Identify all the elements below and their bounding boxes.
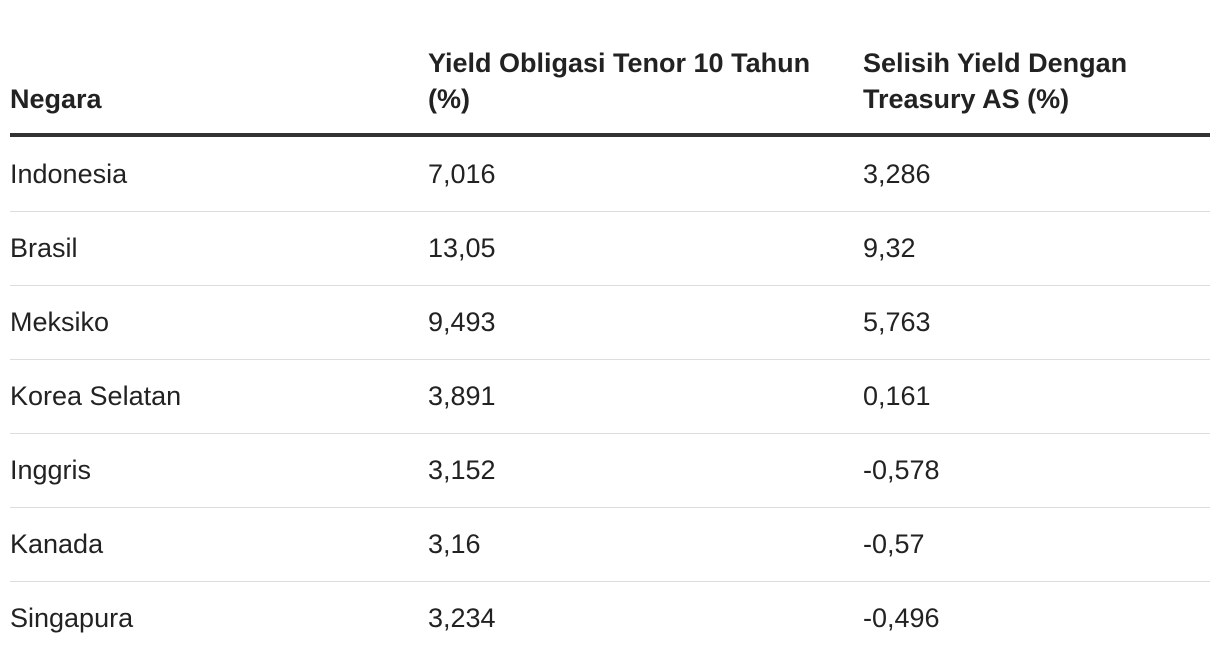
header-cell: Yield Obligasi Tenor 10 Tahun (%) xyxy=(428,48,811,114)
table-cell: Brasil xyxy=(10,233,78,263)
table-cell: -0,578 xyxy=(863,455,940,485)
table-cell: Indonesia xyxy=(10,159,128,189)
table-cell: 13,05 xyxy=(428,233,496,263)
table-cell: 0,161 xyxy=(863,381,931,411)
table-cell: Singapura xyxy=(10,603,134,633)
header-cell: Negara xyxy=(10,84,102,114)
table-cell: 3,891 xyxy=(428,381,496,411)
table-cell: 7,016 xyxy=(428,159,496,189)
table-cell: Korea Selatan xyxy=(10,381,182,411)
table-cell: 3,16 xyxy=(428,529,481,559)
table-cell: 3,286 xyxy=(863,159,931,189)
row-separator xyxy=(10,359,1210,360)
row-separator xyxy=(10,433,1210,434)
table-cell: 5,763 xyxy=(863,307,931,337)
table-cell: Kanada xyxy=(10,529,104,559)
table-cell: 3,234 xyxy=(428,603,496,633)
header-rule xyxy=(10,133,1210,137)
row-separator xyxy=(10,211,1210,212)
header-cell: Selisih Yield Dengan Treasury AS (%) xyxy=(863,48,1128,114)
table-cell: -0,496 xyxy=(863,603,940,633)
table-cell: Inggris xyxy=(10,455,92,485)
table-cell: -0,57 xyxy=(863,529,925,559)
table-cell: 9,493 xyxy=(428,307,496,337)
table-cell: Meksiko xyxy=(10,307,110,337)
row-separator xyxy=(10,507,1210,508)
table-cell: 9,32 xyxy=(863,233,916,263)
row-separator xyxy=(10,581,1210,582)
table-cell: 3,152 xyxy=(428,455,496,485)
row-separator xyxy=(10,285,1210,286)
